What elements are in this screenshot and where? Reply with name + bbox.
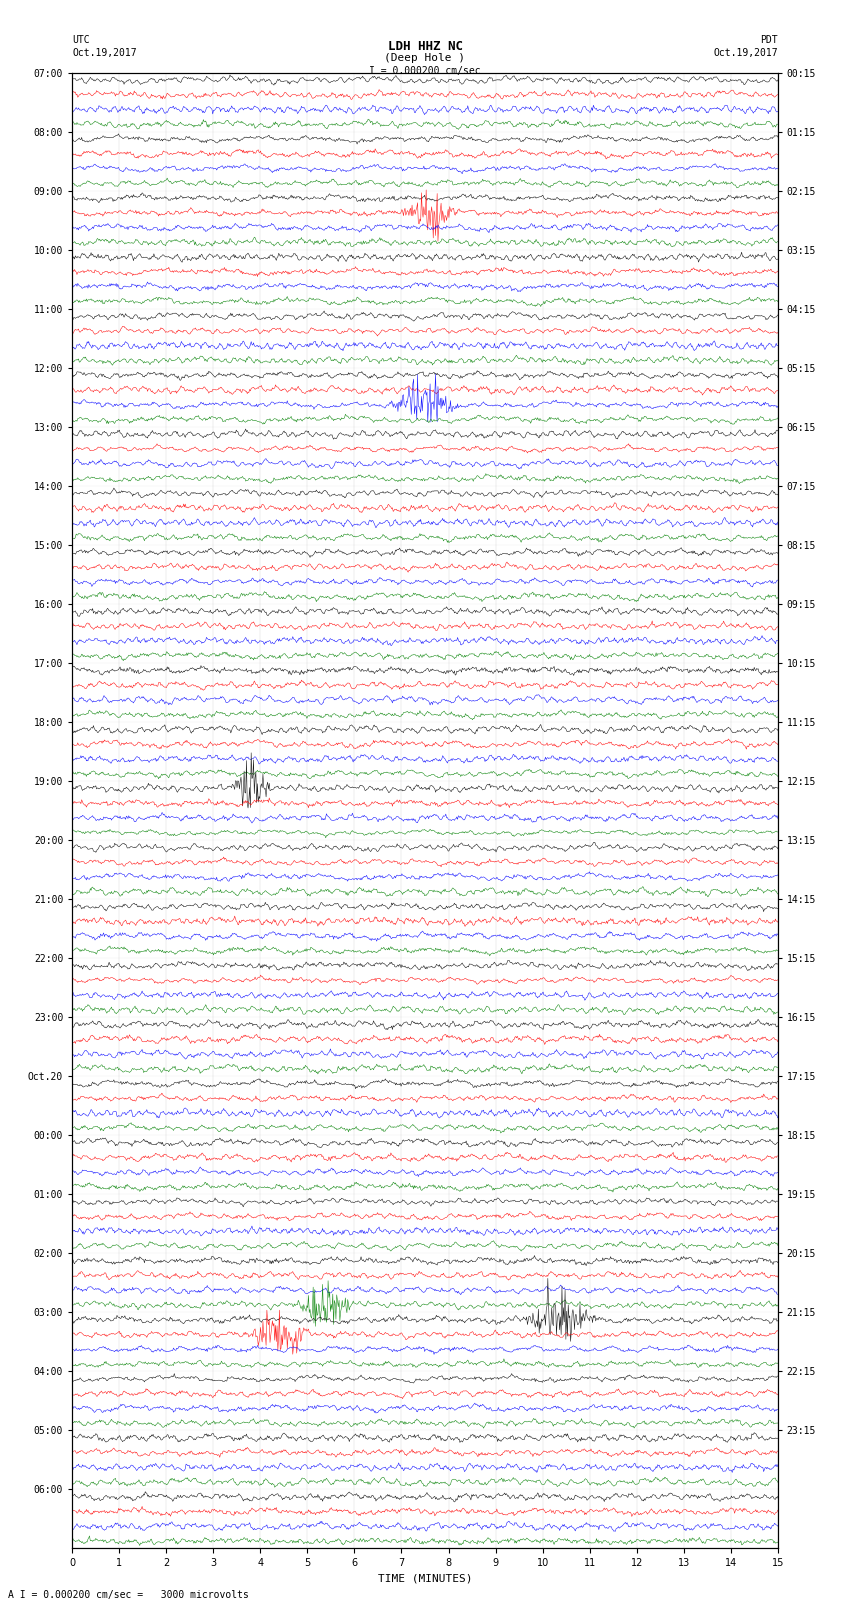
Text: LDH HHZ NC: LDH HHZ NC: [388, 40, 462, 53]
Text: PDT: PDT: [760, 35, 778, 45]
X-axis label: TIME (MINUTES): TIME (MINUTES): [377, 1574, 473, 1584]
Text: A I = 0.000200 cm/sec =   3000 microvolts: A I = 0.000200 cm/sec = 3000 microvolts: [8, 1590, 249, 1600]
Text: Oct.19,2017: Oct.19,2017: [72, 48, 137, 58]
Text: UTC: UTC: [72, 35, 90, 45]
Text: I = 0.000200 cm/sec: I = 0.000200 cm/sec: [369, 66, 481, 76]
Text: (Deep Hole ): (Deep Hole ): [384, 53, 466, 63]
Text: Oct.19,2017: Oct.19,2017: [713, 48, 778, 58]
